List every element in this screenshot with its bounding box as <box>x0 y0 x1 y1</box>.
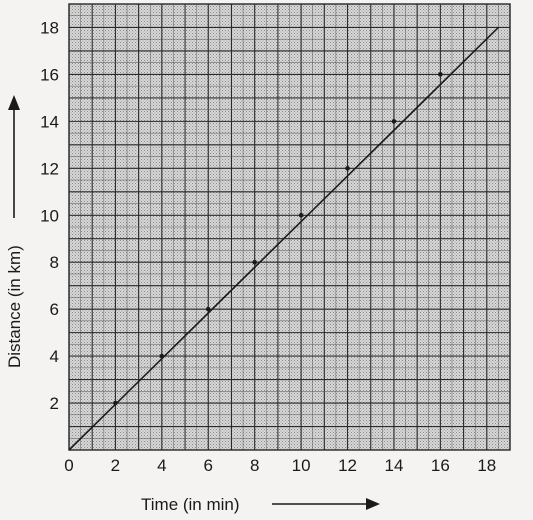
x-tick-label: 4 <box>157 456 166 475</box>
x-tick-label: 16 <box>431 456 450 475</box>
y-tick-label: 12 <box>40 159 59 178</box>
x-axis-arrow-icon <box>272 498 380 510</box>
y-tick-label: 4 <box>50 347 59 366</box>
series-layer <box>68 26 499 451</box>
data-point <box>205 306 211 312</box>
x-tick-label: 18 <box>477 456 496 475</box>
grid <box>68 3 511 451</box>
tick-labels: 0 2 4 6 8 10 12 14 16 18 2 4 6 8 10 12 14 16 18 <box>40 18 496 475</box>
y-tick-label: 18 <box>40 18 59 37</box>
x-tick-label: 14 <box>384 456 403 475</box>
y-tick-label: 8 <box>50 253 59 272</box>
y-tick-label: 6 <box>50 300 59 319</box>
x-tick-label: 0 <box>64 456 73 475</box>
plot-border <box>68 3 511 451</box>
data-point <box>159 353 165 359</box>
series-line <box>68 26 499 451</box>
x-tick-label: 12 <box>338 456 357 475</box>
y-axis-arrow-icon <box>8 95 20 218</box>
data-point <box>391 119 397 124</box>
x-axis-title: Time (in min) <box>141 495 240 514</box>
y-tick-label: 16 <box>40 65 59 84</box>
x-tick-label: 2 <box>111 456 120 475</box>
x-tick-label: 8 <box>250 456 259 475</box>
data-point <box>298 212 304 218</box>
y-tick-label: 10 <box>40 206 59 225</box>
data-point <box>252 259 257 265</box>
x-tick-label: 10 <box>292 456 311 475</box>
data-point <box>113 400 118 406</box>
data-point <box>438 72 443 77</box>
y-tick-label: 14 <box>40 112 59 131</box>
y-axis-title: Distance (in km) <box>5 245 24 368</box>
data-point <box>345 166 350 171</box>
y-tick-label: 2 <box>50 394 59 413</box>
x-tick-label: 6 <box>204 456 213 475</box>
